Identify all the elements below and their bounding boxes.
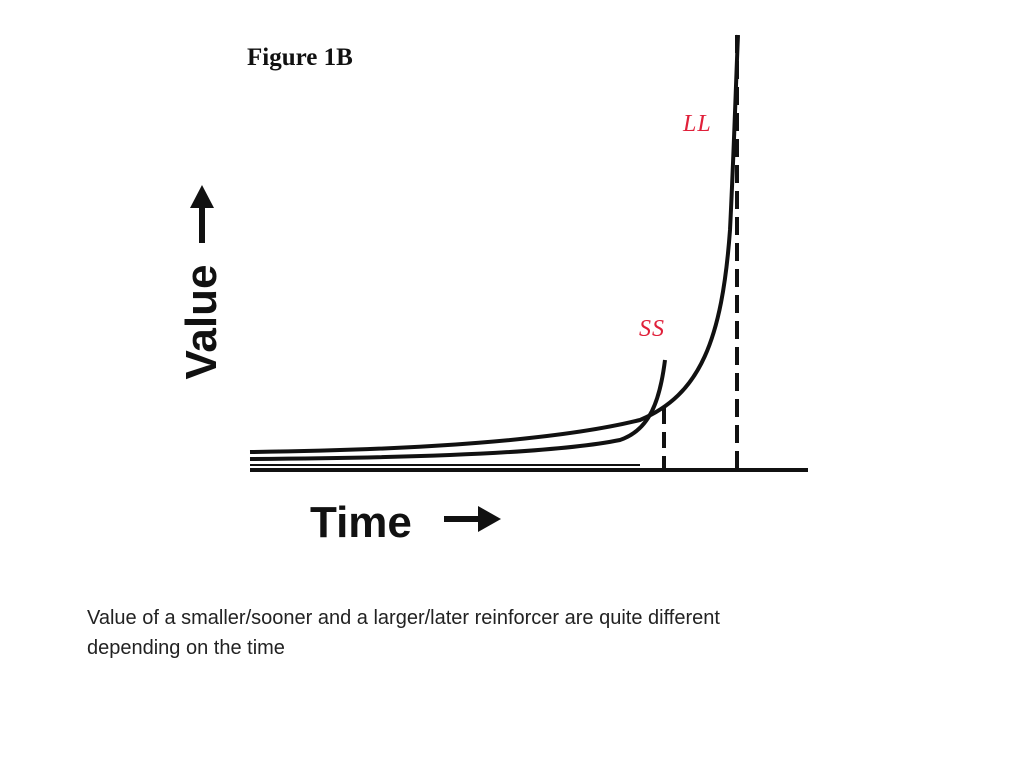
figure-caption: Value of a smaller/sooner and a larger/l… [87,607,720,659]
ll-value-curve [249,34,740,454]
figure-1b-diagram: Figure 1B Value Time SS LL [177,34,808,547]
x-axis-label: Time [310,498,412,547]
y-axis-label: Value [177,265,226,380]
ll-label: LL [682,111,712,137]
figure-title: Figure 1B [247,44,353,71]
ss-label: SS [639,316,665,342]
ss-value-curve [249,359,667,461]
x-axis-arrow-icon [444,506,501,532]
y-axis-arrow-icon [190,185,214,243]
